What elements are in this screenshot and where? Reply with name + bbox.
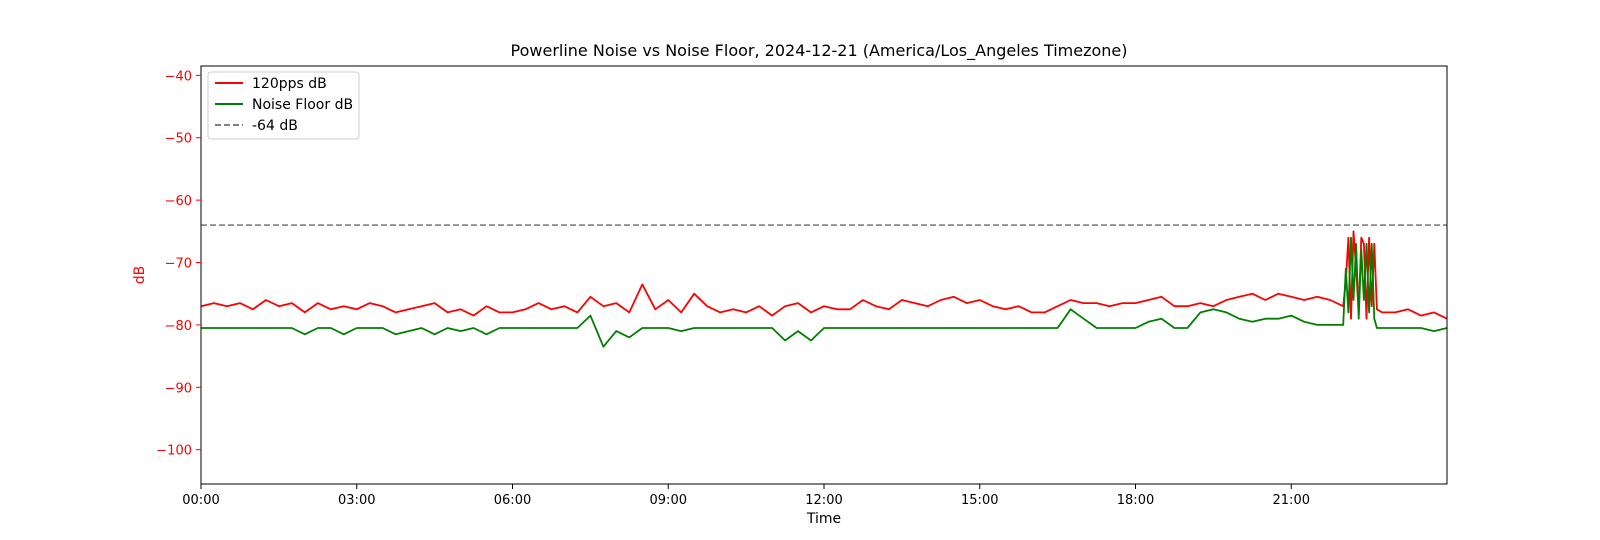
y-tick-label: −40	[165, 69, 192, 84]
legend-label-threshold: -64 dB	[252, 118, 298, 134]
x-tick-label: 06:00	[494, 493, 531, 508]
x-axis-label: Time	[806, 511, 841, 527]
series-layer	[200, 224, 1448, 348]
x-tick-label: 21:00	[1273, 493, 1310, 508]
y-tick-label: −70	[165, 257, 192, 272]
y-tick-label: −90	[165, 381, 192, 396]
legend-label-noise-floor: Noise Floor dB	[252, 97, 353, 113]
chart-title: Powerline Noise vs Noise Floor, 2024-12-…	[511, 41, 1128, 61]
legend-label-120pps: 120pps dB	[252, 76, 327, 92]
x-tick-label: 03:00	[338, 493, 375, 508]
y-tick-label: −100	[156, 444, 192, 459]
x-tick-label: 18:00	[1117, 493, 1154, 508]
series-line-noise-floor-db	[201, 236, 1448, 348]
y-tick-label: −50	[165, 132, 192, 147]
x-axis: 00:00 03:00 06:00 09:00 12:00 15:00 18:00 21:00	[182, 484, 1310, 508]
legend-box	[207, 71, 360, 140]
x-tick-label: 00:00	[182, 493, 219, 508]
x-tick-label: 15:00	[961, 493, 998, 508]
y-tick-label: −60	[165, 194, 192, 209]
x-tick-label: 12:00	[805, 493, 842, 508]
legend: 120pps dB Noise Floor dB -64 dB	[207, 71, 360, 140]
y-axis-label: dB	[132, 266, 148, 285]
y-tick-label: −80	[165, 319, 192, 334]
y-axis: −40 −50 −60 −70 −80 −90 −100	[156, 69, 201, 459]
x-tick-label: 09:00	[650, 493, 687, 508]
